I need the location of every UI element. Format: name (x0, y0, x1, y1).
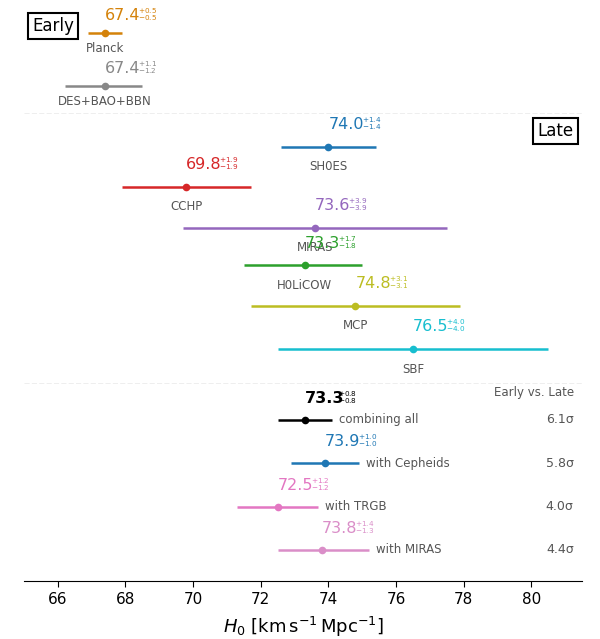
Text: $^{+1.4}_{−1.3}$: $^{+1.4}_{−1.3}$ (355, 520, 374, 536)
Text: Planck: Planck (86, 42, 124, 55)
Text: $^{+1.1}_{−1.2}$: $^{+1.1}_{−1.2}$ (139, 59, 157, 75)
Text: 73.6: 73.6 (315, 198, 350, 213)
Text: H0LiCOW: H0LiCOW (277, 279, 332, 292)
Text: SBF: SBF (402, 363, 424, 376)
Text: $^{+0.5}_{−0.5}$: $^{+0.5}_{−0.5}$ (139, 6, 157, 23)
Text: with MIRAS: with MIRAS (376, 543, 441, 557)
Text: 67.4: 67.4 (105, 61, 140, 75)
Text: combining all: combining all (338, 413, 418, 426)
Text: 74.8: 74.8 (355, 276, 391, 291)
Text: $^{+1.7}_{−1.8}$: $^{+1.7}_{−1.8}$ (338, 234, 357, 250)
Text: 4.0σ: 4.0σ (546, 500, 574, 513)
Text: 73.8: 73.8 (322, 521, 357, 536)
Text: $^{+1.2}_{−1.2}$: $^{+1.2}_{−1.2}$ (311, 476, 329, 493)
Text: 6.1σ: 6.1σ (546, 413, 574, 426)
Text: $^{+4.0}_{−4.0}$: $^{+4.0}_{−4.0}$ (446, 318, 466, 334)
Text: MCP: MCP (343, 320, 368, 332)
Text: $^{+0.8}_{−0.8}$: $^{+0.8}_{−0.8}$ (338, 389, 357, 406)
Text: 67.4: 67.4 (105, 8, 140, 23)
Text: $^{+3.9}_{−3.9}$: $^{+3.9}_{−3.9}$ (348, 196, 367, 213)
Text: 5.8σ: 5.8σ (545, 457, 574, 470)
Text: with TRGB: with TRGB (325, 500, 386, 513)
Text: 73.3: 73.3 (305, 391, 344, 406)
Text: 73.3: 73.3 (305, 236, 340, 250)
Text: $^{+3.1}_{−3.1}$: $^{+3.1}_{−3.1}$ (389, 274, 407, 291)
X-axis label: $H_0\ [\mathrm{km\,s^{-1}\,Mpc^{-1}}]$: $H_0\ [\mathrm{km\,s^{-1}\,Mpc^{-1}}]$ (223, 615, 383, 639)
Text: with Cepheids: with Cepheids (365, 457, 449, 470)
Text: MIRAS: MIRAS (296, 241, 333, 254)
Text: DES+BAO+BBN: DES+BAO+BBN (58, 95, 152, 108)
Text: Late: Late (538, 122, 574, 140)
Text: 4.4σ: 4.4σ (546, 543, 574, 557)
Text: Early: Early (32, 17, 74, 35)
Text: $^{+1.0}_{−1.0}$: $^{+1.0}_{−1.0}$ (358, 433, 377, 449)
Text: 76.5: 76.5 (413, 320, 448, 334)
Text: 74.0: 74.0 (328, 117, 364, 132)
Text: Early vs. Late: Early vs. Late (494, 387, 574, 399)
Text: SH0ES: SH0ES (309, 160, 347, 173)
Text: $^{+1.9}_{−1.9}$: $^{+1.9}_{−1.9}$ (220, 155, 239, 173)
Text: CCHP: CCHP (170, 201, 202, 213)
Text: 73.9: 73.9 (325, 435, 361, 449)
Text: 69.8: 69.8 (187, 157, 222, 173)
Text: 72.5: 72.5 (278, 478, 313, 493)
Text: $^{+1.4}_{−1.4}$: $^{+1.4}_{−1.4}$ (362, 115, 381, 132)
